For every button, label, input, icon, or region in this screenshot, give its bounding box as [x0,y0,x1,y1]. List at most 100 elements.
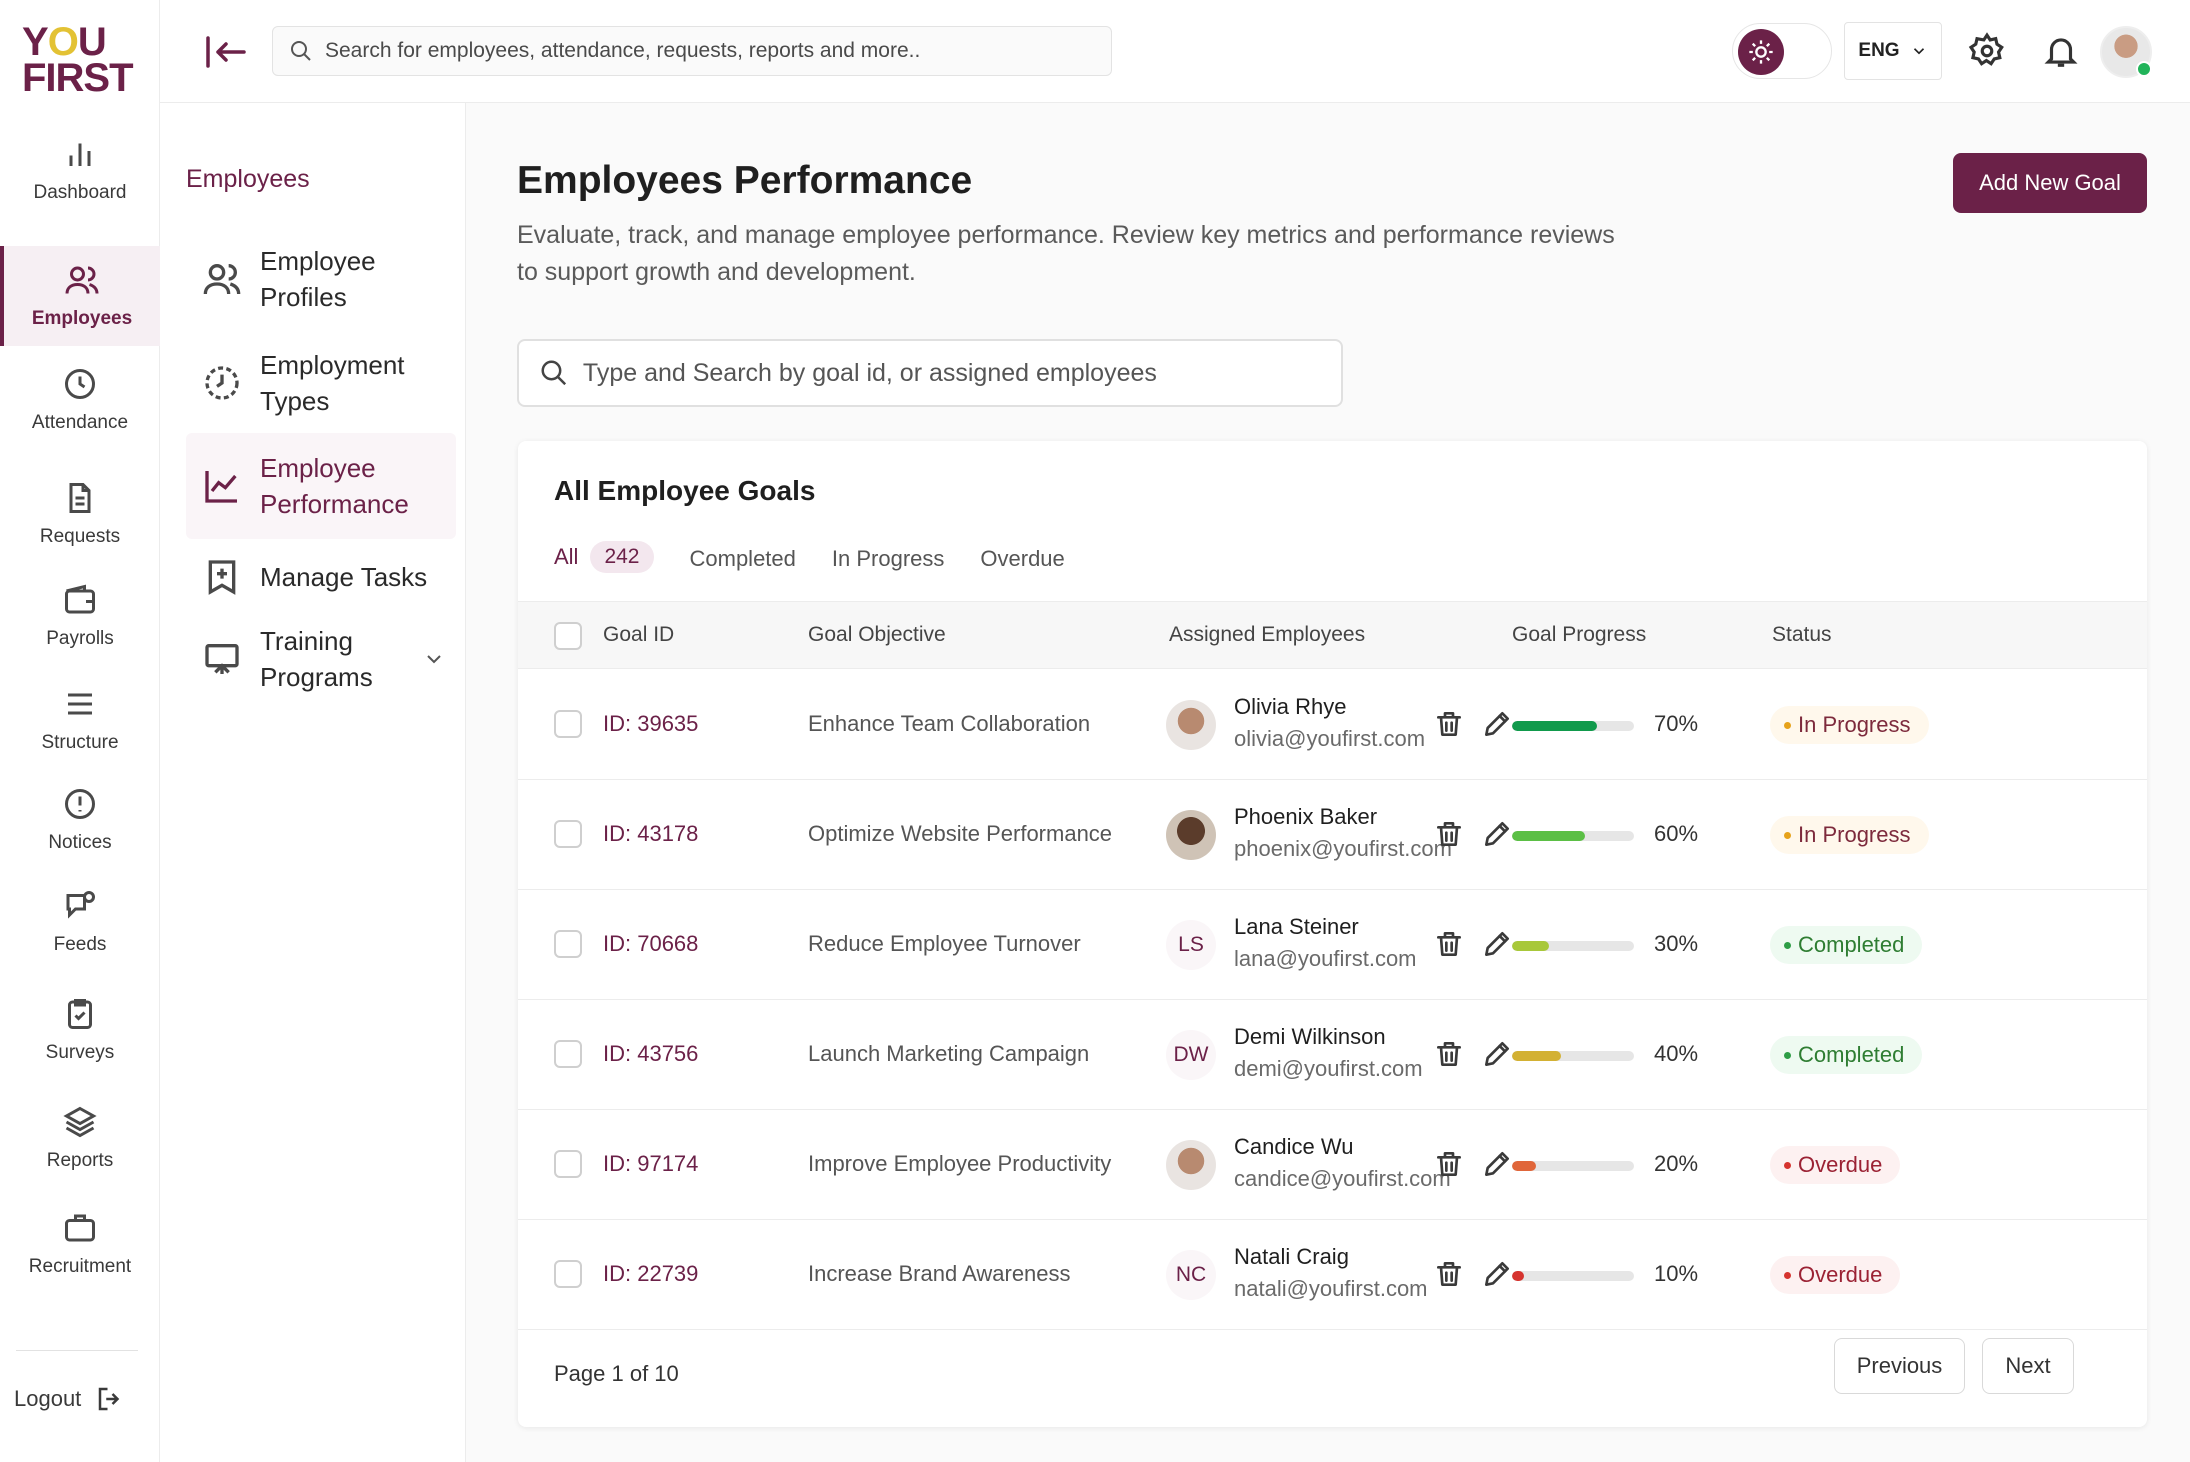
goal-objective: Enhance Team Collaboration [808,711,1091,736]
rail-item-payrolls[interactable]: Payrolls [0,568,160,664]
settings-button[interactable] [1968,32,2006,70]
column-header[interactable]: Goal Objective [808,623,946,646]
delete-button[interactable] [1433,1148,1465,1180]
employee-avatar [1166,1140,1216,1190]
page-description: Evaluate, track, and manage employee per… [517,221,1615,286]
edit-button[interactable] [1481,818,1513,850]
goal-id: ID: 39635 [603,711,699,736]
collapse-sidebar-button[interactable] [204,32,248,72]
subnav-item-employee-performance[interactable]: Employee Performance [186,433,456,539]
row-checkbox[interactable] [554,820,582,848]
tab-label: Overdue [980,545,1065,571]
goal-search[interactable] [517,339,1343,407]
table-row[interactable]: ID: 70668 Reduce Employee Turnover LS Lana … [518,890,2147,1000]
rail-label: Dashboard [33,182,127,203]
delete-button[interactable] [1433,708,1465,740]
column-header[interactable]: Goal ID [603,623,675,646]
rail-item-surveys[interactable]: Surveys [0,982,160,1078]
tab-label: All [554,544,579,569]
chart-bars-icon [69,143,91,166]
progress-percent: 60% [1654,821,1699,846]
language-select[interactable]: ENG [1844,22,1942,80]
row-checkbox[interactable] [554,1150,582,1178]
delete-button[interactable] [1433,818,1465,850]
rail-item-requests[interactable]: Requests [0,466,160,562]
rail-item-notices[interactable]: Notices [0,772,160,868]
rail-item-reports[interactable]: Reports [0,1090,160,1186]
rail-item-employees[interactable]: Employees [0,246,160,346]
subnav-item-employee-profiles[interactable]: Employee Profiles [186,233,456,325]
row-checkbox[interactable] [554,1260,582,1288]
gear-icon [1968,32,2004,66]
users-icon [65,266,99,294]
layers-icon [63,1106,97,1138]
column-header[interactable]: Assigned Employees [1169,623,1366,646]
progress-percent: 10% [1654,1261,1699,1286]
delete-button[interactable] [1433,928,1465,960]
rail-item-feeds[interactable]: Feeds [0,874,160,970]
online-status-dot [2136,61,2152,77]
tab-overdue[interactable]: Overdue [972,541,1074,606]
chevron-down-icon[interactable] [422,647,446,671]
edit-button[interactable] [1481,708,1513,740]
rail-item-recruitment[interactable]: Recruitment [0,1196,160,1292]
rail-item-structure[interactable]: Structure [0,672,160,768]
edit-button[interactable] [1481,1038,1513,1070]
employee-name: Natali Craig [1234,1244,1349,1269]
delete-button[interactable] [1433,1258,1465,1290]
notifications-button[interactable] [2042,32,2080,70]
alert-circle-icon [65,789,95,819]
column-header[interactable]: Status [1772,623,1832,646]
next-page-button[interactable]: Next [1982,1338,2074,1394]
employee-name: Lana Steiner [1234,914,1359,939]
previous-page-button[interactable]: Previous [1834,1338,1965,1394]
logout-button[interactable]: Logout [14,1384,125,1414]
rail-item-attendance[interactable]: Attendance [0,352,160,448]
edit-button[interactable] [1481,1148,1513,1180]
edit-button[interactable] [1481,1258,1513,1290]
goal-objective: Improve Employee Productivity [808,1151,1112,1176]
edit-button[interactable] [1481,928,1513,960]
add-new-goal-button[interactable]: Add New Goal [1953,153,2147,213]
goal-tabs: All 242 Completed In Progress Overdue [546,541,1093,606]
table-row[interactable]: ID: 22739 Increase Brand Awareness NC Natal… [518,1220,2147,1330]
global-search-input[interactable] [325,39,1085,63]
theme-toggle[interactable] [1732,23,1832,79]
select-all-checkbox[interactable] [554,622,582,650]
tab-label: Completed [689,545,796,571]
global-search[interactable] [272,26,1112,76]
row-checkbox[interactable] [554,1040,582,1068]
column-header[interactable]: Goal Progress [1512,623,1647,646]
progress-percent: 20% [1654,1151,1699,1176]
progress-percent: 30% [1654,931,1699,956]
pencil-icon [1485,1262,1509,1286]
language-value: ENG [1858,40,1900,61]
clock-history-icon [205,366,239,400]
table-row[interactable]: ID: 43756 Launch Marketing Campaign DW Demi… [518,1000,2147,1110]
trash-icon [1437,712,1461,736]
tab-all[interactable]: All 242 [546,541,664,606]
youfirst-logo[interactable]: YOU FIRST [22,20,134,100]
table-row[interactable]: ID: 97174 Improve Employee Productivity Ca… [518,1110,2147,1220]
row-checkbox[interactable] [554,930,582,958]
subnav-item-training-programs[interactable]: Training Programs [186,613,456,705]
tab-completed[interactable]: Completed [682,541,806,606]
tab-in-progress[interactable]: In Progress [824,541,955,606]
goal-search-input[interactable] [582,358,1341,388]
table-row[interactable]: ID: 39635 Enhance Team Collaboration Olivi… [518,670,2147,780]
page-title: Employees Performance [517,159,973,202]
table-row[interactable]: ID: 43178 Optimize Website Performance Pho… [518,780,2147,890]
subnav-label: Employee Profiles [260,246,376,312]
rail-item-dashboard[interactable]: Dashboard [0,122,160,218]
employee-avatar [1166,700,1216,750]
goals-card-title: All Employee Goals [554,475,816,506]
user-avatar[interactable] [2100,26,2152,78]
subnav-item-manage-tasks[interactable]: Manage Tasks [186,547,456,607]
delete-button[interactable] [1433,1038,1465,1070]
logout-icon [99,1387,120,1411]
bookmark-plus-icon [208,560,236,595]
subnav-item-employment-types[interactable]: Employment Types [186,337,456,429]
progress-bar-fill [1512,941,1549,951]
tab-count-badge: 242 [590,541,654,573]
row-checkbox[interactable] [554,710,582,738]
